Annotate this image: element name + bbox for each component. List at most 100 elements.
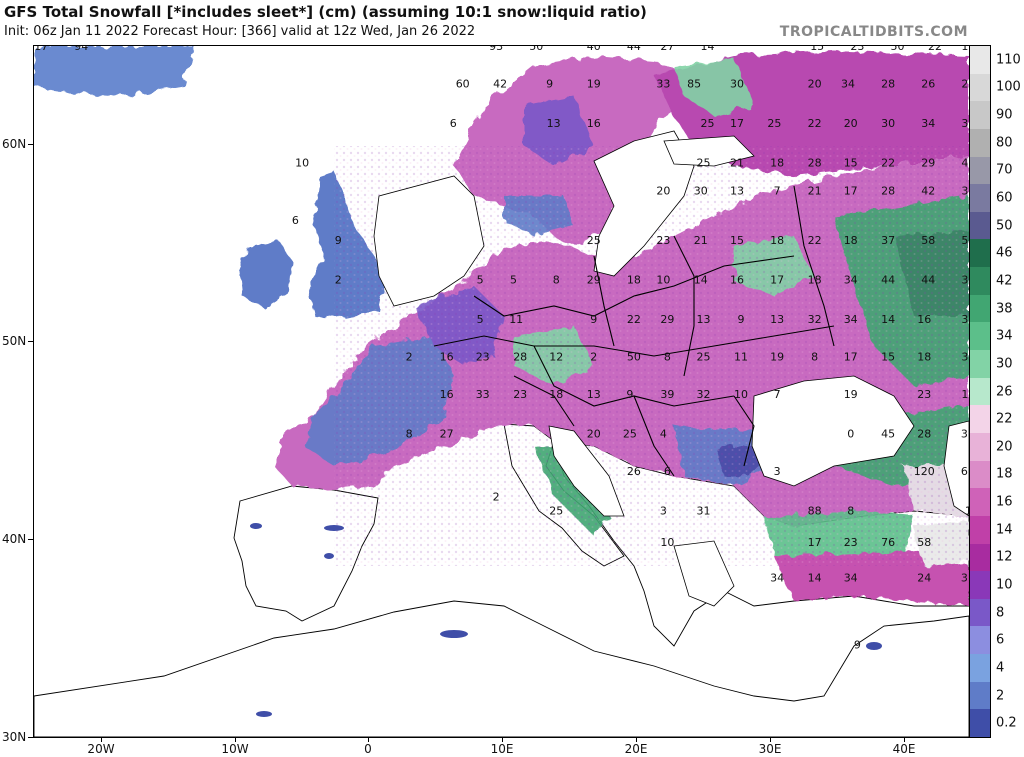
snowfall-map: 1794935040442714152350221660429193385302…	[33, 45, 970, 738]
colorbar-segment	[970, 543, 990, 572]
colorbar-label: 0.2	[996, 715, 1017, 731]
snow-value-label: 7	[774, 184, 781, 197]
colorbar-segment	[970, 267, 990, 296]
snow-value-label: 21	[694, 234, 708, 247]
snow-value-label: 10	[656, 273, 670, 286]
snow-value-label: 24	[917, 572, 931, 585]
map-canvas: 1794935040442714152350221660429193385302…	[34, 46, 969, 737]
colorbar-segment	[970, 598, 990, 627]
snow-value-label: 18	[917, 350, 931, 363]
colorbar-label: 110	[996, 52, 1021, 68]
snow-value-label: 29	[660, 313, 674, 326]
snow-value-label: 25	[587, 234, 601, 247]
snow-value-label: 39	[961, 273, 969, 286]
longitude-label: 20E	[624, 742, 648, 756]
snow-value-label: 16	[440, 350, 454, 363]
colorbar-label: 30	[996, 356, 1013, 372]
colorbar-segment	[970, 405, 990, 434]
colorbar-label: 18	[996, 466, 1013, 482]
snow-value-label: 28	[513, 350, 527, 363]
snow-value-label: 2	[493, 491, 500, 504]
snow-value-label: 26	[921, 78, 935, 91]
snow-value-label: 12	[549, 350, 563, 363]
colorbar-label: 80	[996, 135, 1013, 151]
snow-value-label: 17	[844, 184, 858, 197]
latitude-tick	[28, 737, 33, 738]
snow-value-label: 15	[844, 157, 858, 170]
snow-value-label: 27	[660, 46, 674, 53]
snow-value-label: 34	[844, 273, 858, 286]
snow-value-label: 16	[440, 388, 454, 401]
snow-value-label: 16	[587, 117, 601, 130]
snow-value-label: 19	[587, 78, 601, 91]
snow-value-label: 18	[844, 234, 858, 247]
snow-value-label: 42	[493, 78, 507, 91]
snow-value-label: 2	[335, 273, 342, 286]
snow-value-label: 50	[627, 350, 641, 363]
colorbar-segment	[970, 432, 990, 462]
snow-value-label: 16	[917, 313, 931, 326]
snow-value-label: 44	[921, 273, 935, 286]
snow-value-label: 28	[881, 78, 895, 91]
longitude-tick	[368, 737, 369, 742]
colorbar-label: 14	[996, 522, 1013, 538]
snow-value-label: 13	[770, 313, 784, 326]
snow-value-label: 50	[529, 46, 543, 53]
colorbar-segment	[970, 239, 990, 268]
snow-value-label: 37	[881, 234, 895, 247]
latitude-tick	[28, 341, 33, 342]
snow-value-label: 6	[292, 214, 299, 227]
snow-value-label: 85	[687, 78, 701, 91]
colorbar-segment	[970, 681, 990, 710]
snow-value-label: 3	[774, 465, 781, 478]
snow-value-label: 17	[844, 350, 858, 363]
snow-value-label: 39	[660, 388, 674, 401]
colorbar-segment	[970, 101, 990, 130]
snow-value-label: 13	[730, 184, 744, 197]
snow-value-label: 30	[730, 78, 744, 91]
snow-value-label: 4	[660, 427, 667, 440]
snow-value-label: 20	[961, 78, 969, 91]
snow-value-label: 25	[697, 350, 711, 363]
snow-value-label: 10	[295, 157, 309, 170]
snow-value-label: 58	[917, 536, 931, 549]
colorbar-segment	[970, 128, 990, 158]
snow-value-label: 40	[587, 46, 601, 53]
snow-value-label: 22	[808, 117, 822, 130]
snow-value-label: 20	[656, 184, 670, 197]
snow-value-label: 25	[697, 157, 711, 170]
snow-value-label: 11	[734, 350, 748, 363]
snow-value-label: 29	[921, 157, 935, 170]
snow-value-label: 19	[770, 350, 784, 363]
longitude-tick	[101, 737, 102, 742]
snow-value-label: 32	[808, 313, 822, 326]
snow-value-label: 34	[770, 572, 784, 585]
snow-value-label: 20	[844, 117, 858, 130]
colorbar-segment	[970, 709, 990, 738]
colorbar-label: 26	[996, 384, 1013, 399]
snow-value-label: 45	[881, 427, 895, 440]
snow-value-label: 34	[844, 313, 858, 326]
snow-value-label: 94	[74, 46, 88, 53]
colorbar-segment	[970, 488, 990, 517]
snow-value-label: 11	[509, 313, 523, 326]
snow-value-label: 16	[961, 46, 969, 53]
latitude-tick	[28, 144, 33, 145]
longitude-label: 10E	[490, 742, 514, 756]
colorbar-label: 10	[996, 577, 1013, 593]
snow-value-label: 76	[881, 536, 895, 549]
snow-value-label: 18	[770, 157, 784, 170]
longitude-tick	[770, 737, 771, 742]
snow-value-labels: 1794935040442714152350221660429193385302…	[34, 46, 969, 652]
snow-value-label: 31	[697, 504, 711, 517]
snow-value-label: 3	[660, 504, 667, 517]
forecast-info: Init: 06z Jan 11 2022 Forecast Hour: [36…	[4, 24, 476, 39]
snow-value-label: 18	[549, 388, 563, 401]
snow-value-label: 29	[587, 273, 601, 286]
latitude-label: 50N	[2, 334, 27, 348]
snow-value-label: 9	[546, 78, 553, 91]
colorbar-label: 42	[996, 273, 1013, 289]
snow-value-label: 17	[961, 388, 969, 401]
longitude-tick	[502, 737, 503, 742]
snow-value-label: 39	[961, 313, 969, 326]
